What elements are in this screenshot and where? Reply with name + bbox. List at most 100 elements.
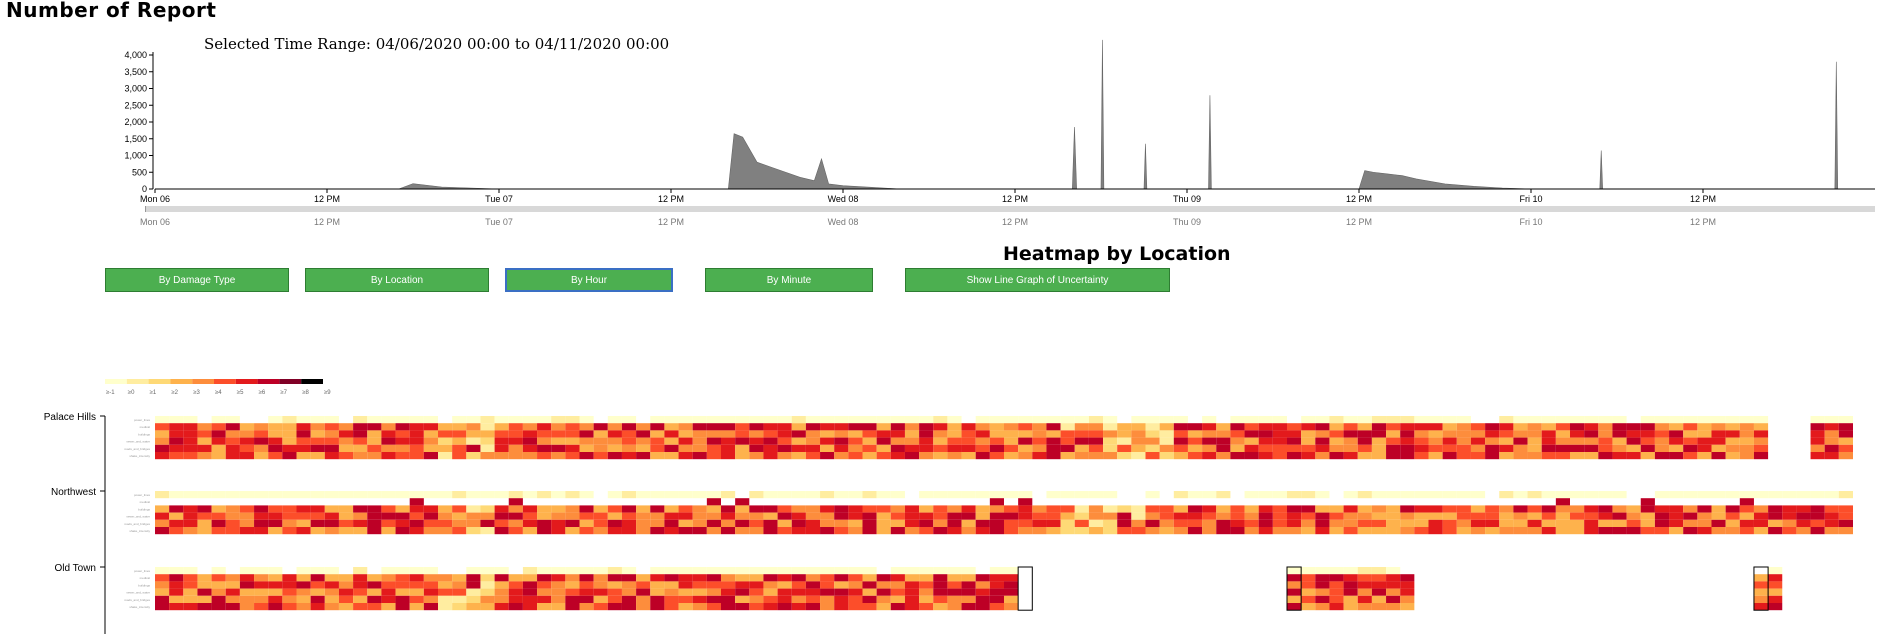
heatmap-cell (409, 416, 424, 424)
legend-label: ≥8 (302, 390, 309, 396)
heatmap-cell (848, 452, 863, 460)
by-minute-button[interactable]: By Minute (705, 268, 873, 292)
heatmap-cell (678, 437, 693, 445)
heatmap-cell (1669, 512, 1684, 520)
heatmap-cell (494, 452, 509, 460)
heatmap-cell (933, 505, 948, 513)
heatmap-cell (650, 567, 665, 575)
heatmap-cell (1018, 452, 1033, 460)
heatmap-cell (1173, 430, 1188, 438)
heatmap-cell (763, 416, 778, 424)
heatmap-cell (1838, 491, 1853, 499)
heatmap-cell (749, 452, 764, 460)
heatmap-cell (324, 603, 339, 611)
heatmap-cell (1555, 498, 1570, 506)
heatmap-cell (989, 505, 1004, 513)
subrow-label: shake_intensity (129, 529, 150, 533)
heatmap-cell (621, 444, 637, 452)
heatmap-cell (1513, 519, 1528, 527)
heatmap-cell (1796, 491, 1811, 499)
heatmap-cell (1527, 444, 1542, 452)
heatmap-cell (1258, 416, 1273, 424)
heatmap-cell (452, 581, 467, 589)
heatmap-cell (1428, 519, 1443, 527)
heatmap-cell (721, 527, 736, 535)
heatmap-cell (1386, 527, 1401, 535)
heatmap-cell (961, 574, 976, 582)
heatmap-cell (480, 574, 495, 582)
heatmap-cell (438, 437, 453, 445)
heatmap-cell (1386, 430, 1401, 438)
heatmap-cell (367, 505, 382, 513)
heatmap-cell (621, 595, 637, 603)
heatmap-cell (1753, 581, 1769, 589)
show-uncertainty-graph-button[interactable]: Show Line Graph of Uncertainty (905, 268, 1170, 292)
heatmap-cell (933, 567, 948, 575)
heatmap-cell (1103, 452, 1118, 460)
heatmap-cell (621, 519, 637, 527)
by-location-button[interactable]: By Location (305, 268, 489, 292)
heatmap-cell (749, 491, 764, 499)
context-tick-label: Thu 09 (1173, 217, 1201, 227)
heatmap-cell (197, 491, 212, 499)
by-damage-type-button[interactable]: By Damage Type (105, 268, 289, 292)
heatmap-cell (1004, 430, 1019, 438)
heatmap-cell (508, 574, 523, 582)
heatmap-cell (848, 567, 863, 575)
heatmap-cell (551, 416, 566, 424)
heatmap-cell (1555, 491, 1570, 499)
heatmap-cell (480, 430, 495, 438)
heatmap-cell (1711, 444, 1726, 452)
heatmap-cell (1357, 581, 1372, 589)
heatmap-cell (1555, 505, 1570, 513)
heatmap-cell (1598, 444, 1613, 452)
heatmap-cell (876, 595, 891, 603)
subrow-label: buildings (138, 583, 150, 587)
heatmap-cell (876, 444, 891, 452)
heatmap-cell (961, 430, 976, 438)
heatmap-cell (1782, 505, 1797, 513)
heatmap-cell (1301, 519, 1316, 527)
heatmap-cell (452, 595, 467, 603)
heatmap-cell (862, 430, 877, 438)
y-tick-label: 1,000 (124, 151, 147, 161)
heatmap-cell (1032, 430, 1047, 438)
heatmap-cell (1315, 491, 1330, 499)
heatmap-cell (862, 574, 877, 582)
heatmap-cell (919, 512, 934, 520)
heatmap-cell (197, 595, 212, 603)
heatmap-cell (961, 512, 976, 520)
heatmap-cell (1683, 519, 1698, 527)
heatmap-cell (1230, 519, 1245, 527)
heatmap-cell (1753, 588, 1769, 596)
heatmap-cell (961, 423, 976, 431)
by-hour-button[interactable]: By Hour (505, 268, 673, 292)
heatmap-cell (1626, 452, 1641, 460)
heatmap-cell (579, 452, 594, 460)
heatmap-cell (1442, 519, 1457, 527)
y-tick-label: 3,500 (124, 67, 147, 77)
subrow-label: buildings (138, 507, 150, 511)
x-tick-label: Thu 09 (1173, 194, 1201, 204)
heatmap-cell (933, 416, 948, 424)
heatmap-cell (1060, 491, 1075, 499)
heatmap-cell (1683, 437, 1698, 445)
legend-swatch (301, 379, 323, 384)
heatmap-cell (537, 416, 552, 424)
heatmap-cell (1258, 527, 1273, 535)
heatmap-cell (381, 588, 396, 596)
heatmap-cell (876, 574, 891, 582)
heatmap-cell (282, 416, 297, 424)
heatmap-cell (225, 505, 240, 513)
heatmap-cell (423, 574, 438, 582)
heatmap-cell (1004, 567, 1019, 575)
heatmap-cell (1301, 588, 1316, 596)
heatmap-cell (296, 519, 311, 527)
heatmap-cell (1626, 505, 1641, 513)
heatmap-cell (452, 416, 467, 424)
heatmap-cell (650, 519, 665, 527)
subrow-label: sewer_and_water (126, 515, 150, 519)
heatmap-cell (1258, 491, 1273, 499)
heatmap-cell (1074, 444, 1089, 452)
heatmap-cell (1343, 603, 1358, 611)
